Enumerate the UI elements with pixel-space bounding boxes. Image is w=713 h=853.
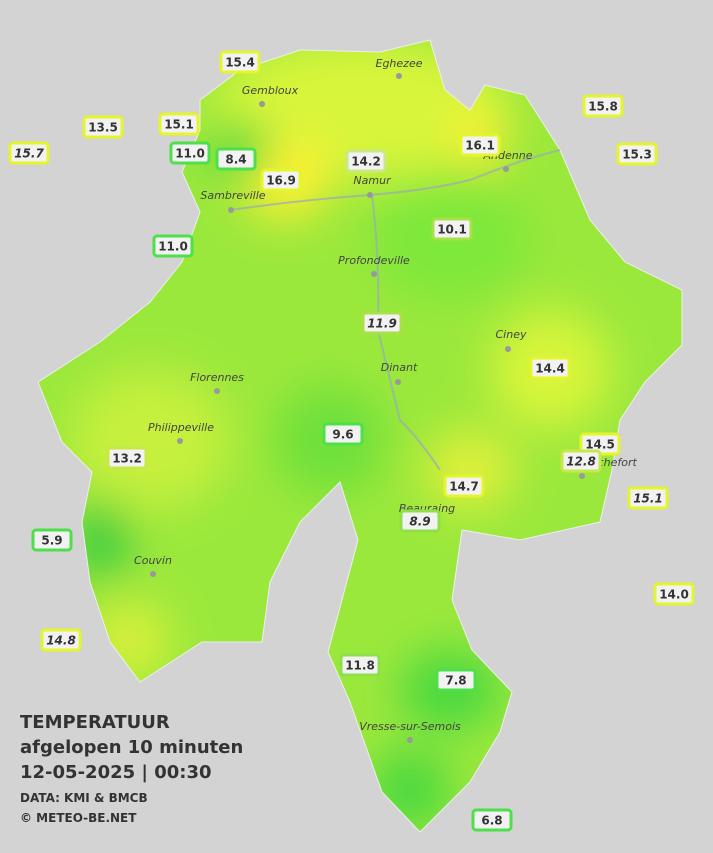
station-value: 9.6 [332,428,353,442]
station-box [169,141,211,165]
city-dot [214,388,220,394]
city-label: Dinant [381,361,418,374]
station-box [471,808,513,832]
station-value: 11.9 [367,317,397,331]
station-box [345,149,387,173]
station-value: 13.5 [88,121,118,135]
station-value: 15.1 [164,118,194,132]
city-label: Couvin [134,554,172,567]
station-box [82,115,124,139]
station-box [152,234,194,258]
station-box [529,356,571,380]
station-value: 8.9 [409,515,430,529]
station-value: 15.1 [633,492,663,506]
map-subtitle: afgelopen 10 minuten [20,737,244,758]
station-box [435,668,477,692]
station-box [322,422,364,446]
station-value: 16.9 [266,174,296,188]
city-label: Vresse-sur-Semois [359,720,461,733]
data-source: DATA: KMI & BMCB [20,791,148,805]
station-value: 14.4 [535,362,565,376]
station-value: 12.8 [566,455,596,469]
copyright: © METEO-BE.NET [20,811,137,825]
city-dot [371,271,377,277]
station-box [40,628,82,652]
city-dot [177,438,183,444]
station-value: 15.4 [225,56,255,70]
city-label: Philippeville [148,421,214,434]
city-dot [259,101,265,107]
station-box [627,486,669,510]
station-value: 13.2 [112,452,142,466]
station-box [653,582,695,606]
station-value: 15.3 [622,148,652,162]
station-box [443,474,485,498]
station-value: 15.7 [14,147,44,161]
city-dot [395,379,401,385]
station-value: 11.0 [175,147,205,161]
station-box [399,509,441,533]
map-title: TEMPERATUUR [20,712,170,733]
station-value: 6.8 [481,814,502,828]
station-value: 5.9 [41,534,62,548]
city-label: Florennes [190,371,244,384]
city-label: Namur [353,174,392,187]
station-value: 10.1 [437,223,467,237]
station-value: 16.1 [465,139,495,153]
city-dot [503,166,509,172]
station-box [339,653,381,677]
city-dot [579,473,585,479]
city-label: Eghezee [376,57,423,70]
map-datetime: 12-05-2025 | 00:30 [20,762,212,783]
city-label: Profondeville [338,254,410,267]
station-box [616,142,658,166]
city-dot [396,73,402,79]
station-box [215,147,257,171]
river [229,149,561,471]
station-box [582,94,624,118]
station-box [260,168,302,192]
city-label: Ciney [496,328,527,341]
station-value: 14.5 [585,438,615,452]
station-value: 11.0 [158,240,188,254]
station-box [158,112,200,136]
station-box [8,141,50,165]
station-value: 8.4 [225,153,246,167]
station-box [31,528,73,552]
station-value: 7.8 [445,674,466,688]
station-value: 14.8 [46,634,76,648]
city-dot [505,346,511,352]
station-value: 15.8 [588,100,618,114]
station-value: 14.0 [659,588,689,602]
city-dot [150,571,156,577]
city-dot [367,192,373,198]
station-box [431,217,473,241]
station-box [459,133,501,157]
city-label: Sambreville [200,189,265,202]
station-box [560,449,602,473]
station-box [361,311,403,335]
city-label: Gembloux [242,84,299,97]
station-box [106,446,148,470]
city-dot [407,737,413,743]
station-value: 14.2 [351,155,381,169]
station-box [219,50,261,74]
city-dot [228,207,234,213]
station-value: 14.7 [449,480,479,494]
station-value: 11.8 [345,659,375,673]
